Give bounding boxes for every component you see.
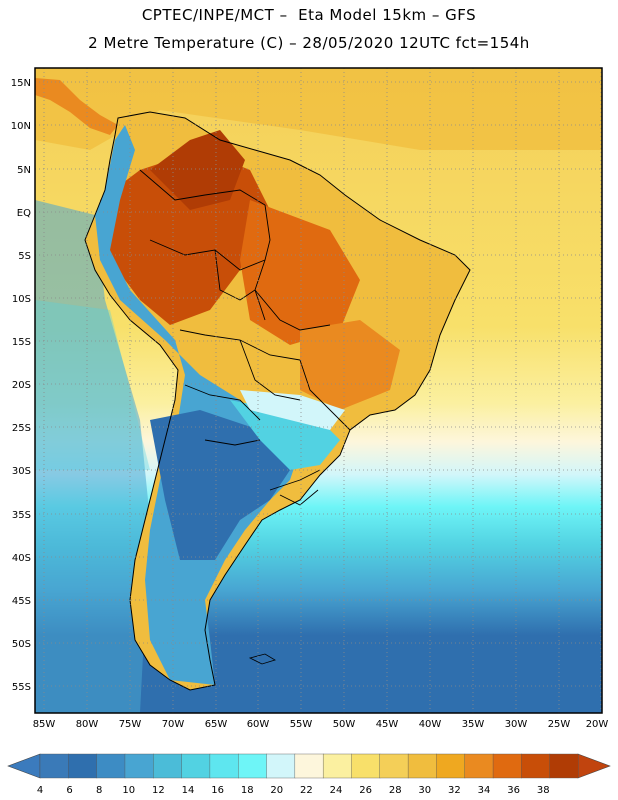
map-field xyxy=(35,68,602,713)
colorbar-swatch xyxy=(379,753,409,779)
lat-label: 10S xyxy=(12,294,31,305)
lat-label: 25S xyxy=(12,423,31,434)
graticule xyxy=(35,68,602,713)
colorbar-label: 38 xyxy=(537,785,550,796)
colorbar-label: 16 xyxy=(211,785,224,796)
lon-label: 60W xyxy=(247,719,270,730)
colorbar-swatch xyxy=(351,753,381,779)
caribbean-warm-zone xyxy=(35,68,602,150)
colorbar-label: 24 xyxy=(330,785,343,796)
colorbar-label: 20 xyxy=(270,785,283,796)
lon-label: 55W xyxy=(290,719,313,730)
colorbar-label: 22 xyxy=(300,785,313,796)
central-brazil-hot xyxy=(240,200,360,345)
colorbar-swatch xyxy=(407,753,437,779)
lat-label: 45S xyxy=(12,596,31,607)
lon-label: 45W xyxy=(376,719,399,730)
colorbar-label: 14 xyxy=(182,785,195,796)
colorbar-label: 12 xyxy=(152,785,165,796)
colorbar-label: 28 xyxy=(389,785,402,796)
colorbar-label: 6 xyxy=(66,785,72,796)
lon-label: 80W xyxy=(76,719,99,730)
latitude-labels: 15N 10N 5N EQ 5S 10S 15S 20S 25S 30S 35S… xyxy=(11,78,31,693)
lon-label: 25W xyxy=(548,719,571,730)
central-america-land xyxy=(35,78,118,135)
lon-label: 85W xyxy=(33,719,56,730)
colorbar-label: 30 xyxy=(418,785,431,796)
colorbar-swatch xyxy=(521,753,551,779)
colorbar-swatch xyxy=(266,753,296,779)
colorbar-label: 26 xyxy=(359,785,372,796)
colorbar-swatch xyxy=(322,753,352,779)
lat-label: 30S xyxy=(12,466,31,477)
lat-label: 35S xyxy=(12,510,31,521)
colorbar-swatch xyxy=(39,753,69,779)
colorbar-swatch xyxy=(96,753,126,779)
lat-label: 40S xyxy=(12,553,31,564)
map-subtitle: 2 Metre Temperature (C) – 28/05/2020 12U… xyxy=(88,34,530,52)
lon-label: 75W xyxy=(119,719,142,730)
map-frame xyxy=(34,67,603,714)
colorbar-under-arrow xyxy=(7,753,41,779)
pacific-mid-zone xyxy=(35,300,150,470)
lat-label: 15S xyxy=(12,337,31,348)
lon-label: 70W xyxy=(162,719,185,730)
colorbar: 4 6 8 10 12 14 16 18 20 22 24 26 28 30 3… xyxy=(7,753,611,796)
lat-label: 20S xyxy=(12,380,31,391)
lat-label: 5S xyxy=(18,251,31,262)
lat-label: EQ xyxy=(17,208,31,219)
transition-zone xyxy=(240,390,345,430)
colorbar-swatch xyxy=(464,753,494,779)
colorbar-label: 36 xyxy=(507,785,520,796)
colorbar-swatch xyxy=(124,753,154,779)
lon-label: 35W xyxy=(462,719,485,730)
lon-label: 30W xyxy=(505,719,528,730)
colorbar-swatch xyxy=(181,753,211,779)
lat-label: 15N xyxy=(11,78,31,89)
colorbar-label: 18 xyxy=(241,785,254,796)
patagonia-cold xyxy=(150,410,290,560)
colorbar-swatch xyxy=(549,753,579,779)
colorbar-label: 34 xyxy=(478,785,491,796)
colorbar-label: 4 xyxy=(37,785,43,796)
colorbar-over-arrow xyxy=(577,753,611,779)
andes-cool-strip xyxy=(95,125,300,685)
colorbar-swatch xyxy=(68,753,98,779)
lon-label: 20W xyxy=(586,719,609,730)
brazil-warm-zone xyxy=(300,320,400,410)
lon-label: 50W xyxy=(333,719,356,730)
lon-label: 65W xyxy=(205,719,228,730)
lat-label: 55S xyxy=(12,682,31,693)
longitude-labels: 85W 80W 75W 70W 65W 60W 55W 50W 45W 40W … xyxy=(33,719,609,730)
amazon-hottest-core xyxy=(150,130,245,210)
falkland-islands xyxy=(248,653,276,665)
colorbar-swatch xyxy=(492,753,522,779)
lat-label: 50S xyxy=(12,639,31,650)
colorbar-swatch xyxy=(436,753,466,779)
lon-label: 40W xyxy=(419,719,442,730)
colorbar-swatch xyxy=(294,753,324,779)
lat-label: 10N xyxy=(11,121,31,132)
lat-label: 5N xyxy=(17,165,31,176)
map-title: CPTEC/INPE/MCT – Eta Model 15km – GFS xyxy=(141,6,477,24)
colorbar-label: 8 xyxy=(96,785,102,796)
colorbar-swatch xyxy=(153,753,183,779)
pacific-cool-zone xyxy=(35,200,150,713)
country-borders xyxy=(139,169,351,506)
colorbar-label: 32 xyxy=(448,785,461,796)
colorbar-swatch xyxy=(209,753,239,779)
coastline xyxy=(84,111,471,691)
colorbar-swatch xyxy=(238,753,268,779)
colorbar-label: 10 xyxy=(122,785,135,796)
